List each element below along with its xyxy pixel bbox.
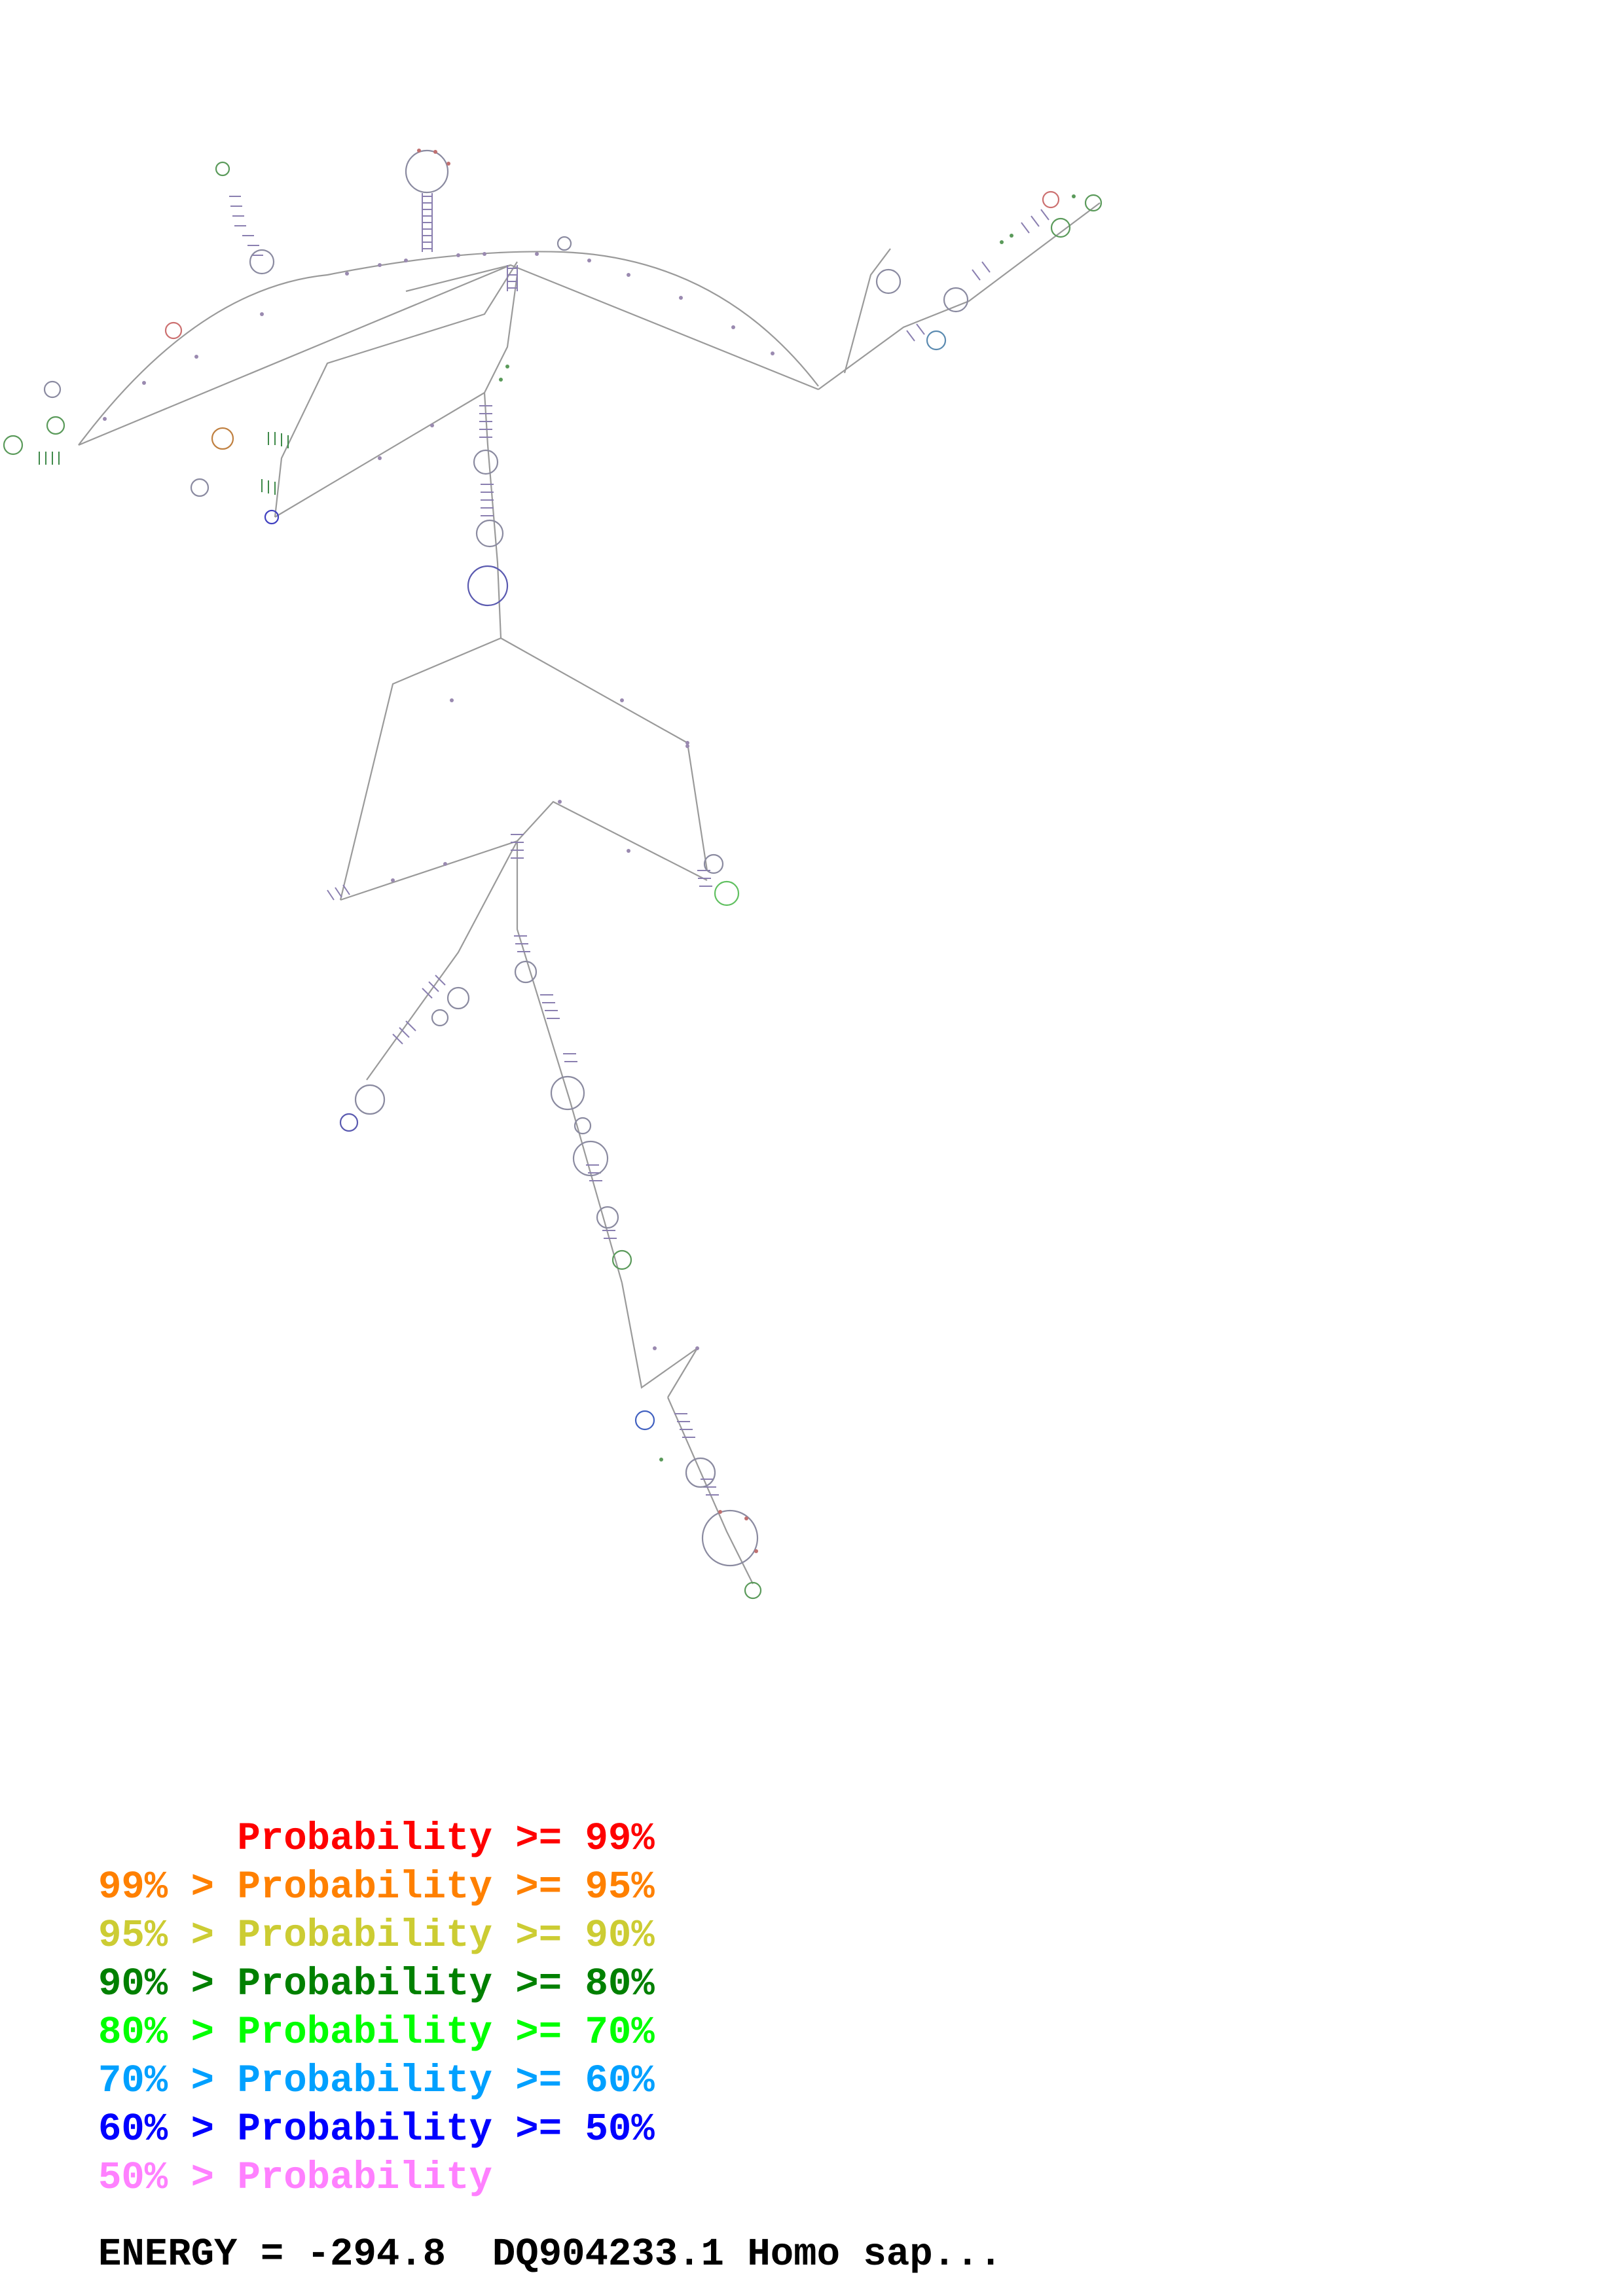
helix-triangle-left (327, 884, 350, 901)
legend-row: Probability >= 99% (98, 1817, 655, 1861)
loop-central-a (473, 449, 499, 475)
legend-row-label: Probability (237, 1865, 492, 1909)
loop-left-stem-a (211, 427, 234, 450)
loop-top-small (164, 321, 183, 340)
loop-right-arm-b (943, 287, 969, 313)
helix-central-middle (479, 405, 494, 516)
loop-bottom-cluster (634, 1410, 655, 1431)
legend-row-label: Probability (237, 1914, 492, 1958)
loop-lower-d (572, 1140, 609, 1177)
loop-right-arm-c (926, 330, 947, 351)
helix-left-branch (392, 975, 446, 1045)
legend-row: 95% > Probability >= 90% (98, 1916, 655, 1955)
loop-right-arm-a (875, 268, 902, 295)
legend-row-prefix: 99% > (98, 1865, 238, 1909)
helix-left-stems (39, 432, 289, 495)
legend-row: 60% > Probability >= 50% (98, 2110, 655, 2149)
loop-bottom-b (701, 1509, 759, 1567)
loop-right-arm-e (1084, 194, 1103, 212)
loop-lower-c (574, 1117, 592, 1135)
legend-row-label: Probability (237, 2059, 492, 2103)
loop-left-branch-a (447, 986, 470, 1010)
loop-left-cluster-c (3, 435, 24, 456)
loop-bottom-a (685, 1457, 716, 1488)
legend-row-suffix: >= 60% (492, 2059, 655, 2103)
helix-central-top (507, 265, 518, 291)
legend-row: 70% > Probability >= 60% (98, 2062, 655, 2100)
legend-row-label: Probability (237, 2156, 492, 2200)
legend-row-suffix: >= 70% (492, 2011, 655, 2054)
legend-row-prefix: 60% > (98, 2108, 238, 2151)
loop-right-arm-f (1042, 190, 1060, 209)
loop-lower-f (611, 1249, 632, 1270)
legend-row-prefix: 95% > (98, 1914, 238, 1958)
helix-bottom (674, 1413, 719, 1496)
loop-lower-a (514, 960, 538, 984)
helix-triangle-top (511, 834, 524, 859)
loop-left-cluster-a (43, 380, 62, 399)
legend-row-prefix: 70% > (98, 2059, 238, 2103)
loop-topleft-hairpin (215, 161, 230, 177)
loop-left-stem-c (264, 509, 280, 525)
legend-row-label: Probability (237, 2108, 492, 2151)
legend-row-prefix: 50% > (98, 2156, 238, 2200)
legend-row: 99% > Probability >= 95% (98, 1868, 655, 1907)
loop-bottom-c (744, 1581, 762, 1600)
legend-row-suffix: >= 50% (492, 2108, 655, 2151)
helix-lower-main (514, 935, 617, 1239)
loop-right-arm-d (1050, 217, 1071, 238)
legend-row-suffix: >= 95% (492, 1865, 655, 1909)
legend-row-prefix: 80% > (98, 2011, 238, 2054)
loop-lower-e (596, 1206, 619, 1229)
loop-lower-b (550, 1075, 585, 1111)
legend-row-suffix: >= 90% (492, 1914, 655, 1958)
loop-central-c (467, 565, 509, 607)
loop-triangle-right-b (714, 880, 740, 906)
loop-top-center (405, 149, 449, 194)
loop-topleft-internal (249, 249, 275, 275)
loop-top-right-small (556, 236, 572, 251)
legend-row: 80% > Probability >= 70% (98, 2013, 655, 2052)
legend-row-prefix: 90% > (98, 1962, 238, 2006)
legend-row-label: Probability (237, 1817, 492, 1861)
legend-row: 50% > Probability (98, 2159, 492, 2197)
legend-row-label: Probability (237, 2011, 492, 2054)
hairpin-and-internal-loops (3, 149, 1103, 1600)
loop-central-b (475, 519, 504, 548)
energy-label: ENERGY = -294.8 DQ904233.1 Homo sap... (98, 2233, 1002, 2276)
rna-secondary-structure (3, 149, 1103, 1600)
probability-legend: Probability >= 99% 99% > Probability >= 9… (0, 1820, 1623, 2278)
loop-triangle-right-a (703, 853, 724, 874)
legend-row-suffix: >= 80% (492, 1962, 655, 2006)
legend-row-label: Probability (237, 1962, 492, 2006)
helix-stems (39, 193, 1049, 1496)
helix-topleft (229, 196, 263, 256)
helix-right-arm (906, 209, 1049, 342)
loop-left-stem-b (190, 478, 210, 497)
backbone-lines (78, 202, 1101, 1585)
nucleotide-dots (103, 149, 1076, 1553)
loop-left-branch-d (339, 1113, 359, 1132)
helix-top-center (422, 193, 433, 252)
legend-row-suffix: >= 99% (492, 1817, 655, 1861)
legend-row: 90% > Probability >= 80% (98, 1965, 655, 2003)
loop-left-cluster-b (46, 416, 65, 435)
loop-left-branch-c (354, 1084, 386, 1115)
loop-left-branch-b (431, 1009, 449, 1027)
